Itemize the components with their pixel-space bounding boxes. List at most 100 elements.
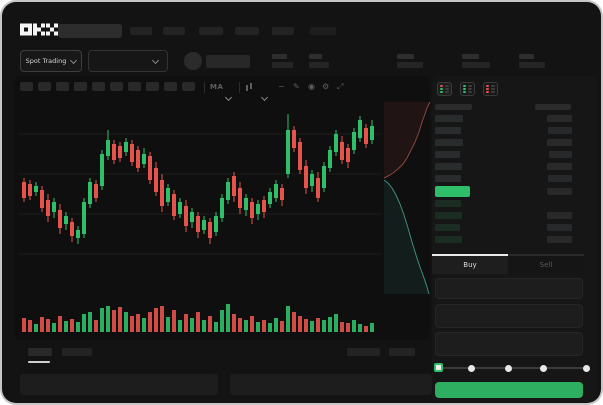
volume-bar: [304, 319, 308, 332]
bid-price-placeholder[interactable]: [435, 224, 460, 231]
logo-pixel: [46, 23, 50, 28]
search-input[interactable]: [58, 24, 122, 38]
logo-pixel: [20, 27, 24, 32]
volume-bar: [280, 321, 284, 332]
chevron-down-icon[interactable]: [224, 85, 233, 104]
settings-gear-icon[interactable]: ⚙: [322, 82, 330, 91]
timeframe-button-placeholder[interactable]: [38, 82, 51, 91]
ma-indicator-button[interactable]: MA: [210, 83, 224, 91]
asks-book-icon[interactable]: [483, 82, 498, 96]
buy-submit-button[interactable]: [435, 382, 583, 398]
logo-pixel: [54, 31, 58, 36]
volume-bar: [112, 310, 116, 332]
chevron-down-icon[interactable]: [260, 85, 269, 104]
volume-bar: [208, 316, 212, 332]
bottom-tab-placeholder[interactable]: [28, 348, 52, 356]
candle-body: [58, 210, 62, 228]
candle-body: [370, 126, 374, 140]
bid-price-placeholder[interactable]: [435, 236, 462, 243]
timeframe-button-placeholder[interactable]: [74, 82, 87, 91]
candle-body: [34, 186, 38, 192]
volume-bar: [106, 306, 110, 332]
volume-bar: [64, 321, 68, 332]
timeframe-button-placeholder[interactable]: [164, 82, 177, 91]
bids-depth-fill: [384, 180, 429, 294]
ask-price-placeholder[interactable]: [435, 115, 463, 122]
volume-bar: [298, 316, 302, 332]
slider-step-dot[interactable]: [540, 365, 547, 372]
amount-slider-handle[interactable]: [434, 363, 443, 372]
volume-bar: [250, 316, 254, 332]
slider-step-dot[interactable]: [583, 365, 590, 372]
chevron-down-icon: [70, 56, 78, 64]
timeframe-button-placeholder[interactable]: [146, 82, 159, 91]
ask-price-placeholder[interactable]: [435, 175, 461, 182]
bottom-row-placeholder: [230, 374, 432, 395]
bids-book-icon[interactable]: [460, 82, 475, 96]
volume-bar: [202, 320, 206, 332]
candle-body: [358, 120, 362, 138]
logo-pixel: [33, 31, 37, 36]
volume-bar: [148, 312, 152, 332]
slider-step-dot[interactable]: [505, 365, 512, 372]
ask-price-placeholder[interactable]: [435, 139, 463, 146]
candle-style-icon[interactable]: [245, 83, 254, 92]
bottom-tab-placeholder[interactable]: [389, 348, 415, 356]
nav-item-placeholder[interactable]: [199, 27, 223, 35]
order-input-field[interactable]: [435, 304, 583, 328]
timeframe-button-placeholder[interactable]: [182, 82, 195, 91]
candle-body: [202, 220, 206, 230]
timeframe-button-placeholder[interactable]: [20, 82, 33, 91]
tab-buy[interactable]: Buy: [432, 254, 508, 274]
timeframe-button-placeholder[interactable]: [92, 82, 105, 91]
fullscreen-icon[interactable]: ⤢: [337, 82, 344, 91]
candlestick-chart[interactable]: [18, 98, 382, 298]
bid-amount-placeholder: [547, 236, 572, 243]
timeframe-button-placeholder[interactable]: [110, 82, 123, 91]
volume-bar: [274, 318, 278, 332]
bid-price-placeholder[interactable]: [435, 200, 461, 207]
order-input-field[interactable]: [435, 278, 583, 299]
orderbook-amount-header-placeholder: [535, 104, 571, 110]
bottom-tab-placeholder[interactable]: [347, 348, 380, 356]
sell-tab-label: Sell: [539, 261, 553, 269]
candle-body: [106, 140, 110, 156]
nav-item-placeholder[interactable]: [310, 27, 336, 35]
bids-depth-line: [383, 179, 430, 295]
order-input-field[interactable]: [435, 332, 583, 356]
camera-icon[interactable]: ◉: [308, 82, 315, 91]
nav-item-placeholder[interactable]: [235, 27, 259, 35]
timeframe-button-placeholder[interactable]: [56, 82, 69, 91]
combined-book-icon[interactable]: [437, 82, 452, 96]
ask-price-placeholder[interactable]: [435, 127, 461, 134]
volume-bar: [286, 306, 290, 332]
nav-item-placeholder[interactable]: [163, 27, 185, 35]
tab-sell[interactable]: Sell: [508, 254, 584, 274]
candle-body: [46, 200, 50, 216]
ticker-stat-value-placeholder: [519, 62, 545, 68]
bottom-tab-placeholder[interactable]: [62, 348, 92, 356]
volume-bar: [238, 318, 242, 332]
candle-body: [130, 144, 134, 162]
ask-price-placeholder[interactable]: [435, 151, 460, 158]
slider-step-dot[interactable]: [468, 365, 475, 372]
nav-item-placeholder[interactable]: [272, 27, 294, 35]
pair-selector-dropdown[interactable]: [88, 50, 168, 72]
bottom-active-tab-underline: [28, 361, 50, 363]
draw-pencil-icon[interactable]: ✎: [293, 82, 300, 91]
candle-body: [352, 132, 356, 150]
ask-price-placeholder[interactable]: [435, 163, 462, 170]
amount-slider-track[interactable]: [439, 367, 586, 369]
timeframe-button-placeholder[interactable]: [128, 82, 141, 91]
volume-bar: [154, 308, 158, 332]
candle-body: [340, 142, 344, 160]
bid-price-placeholder[interactable]: [435, 212, 462, 219]
market-type-dropdown[interactable]: Spot Trading: [20, 50, 82, 72]
volume-bar: [196, 312, 200, 332]
trade-tabs: Buy Sell: [432, 254, 584, 274]
nav-item-placeholder[interactable]: [130, 27, 152, 35]
last-price-highlight[interactable]: [435, 186, 470, 197]
line-wave-icon[interactable]: ~: [278, 82, 285, 91]
candle-body: [334, 134, 338, 152]
candle-body: [94, 184, 98, 198]
